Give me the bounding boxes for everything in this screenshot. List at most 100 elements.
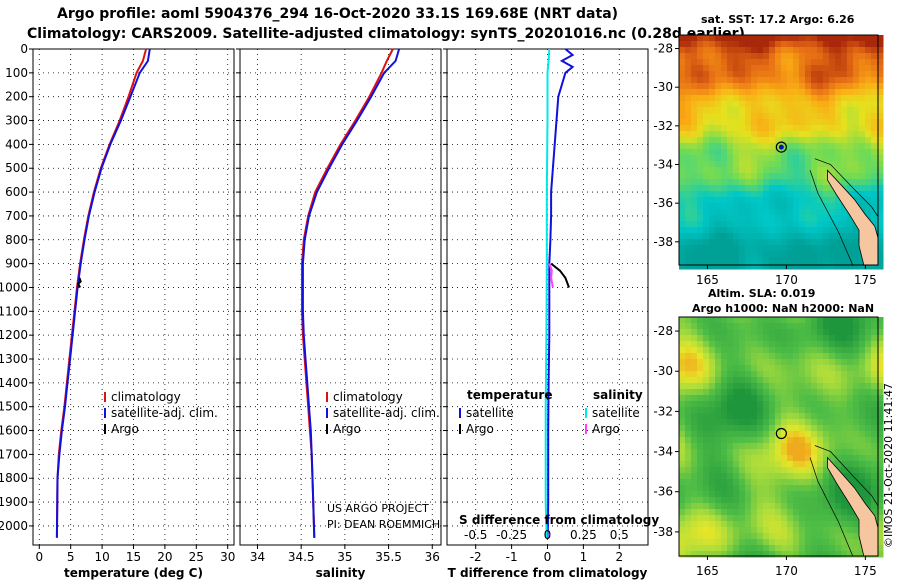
- sla_map-cell: [835, 389, 842, 396]
- sla_map-cell: [697, 497, 704, 504]
- temperature-series-1-line: [55, 48, 151, 538]
- sst_map-cell: [739, 257, 746, 264]
- sla_map-cell: [697, 449, 704, 456]
- sst_map-cell: [793, 83, 800, 90]
- sst_map-cell: [877, 209, 884, 216]
- sst_map-cell: [847, 251, 854, 258]
- sst_map-cell: [859, 179, 866, 186]
- sla_map-cell: [799, 437, 806, 444]
- temperature-tick-label-y: 1000: [0, 280, 28, 294]
- sst_map-cell: [763, 101, 770, 108]
- sla_map-cell: [781, 521, 788, 528]
- sla_map-cell: [793, 317, 800, 324]
- sst_map-cell: [799, 233, 806, 240]
- sst_map-cell: [679, 137, 686, 144]
- sla_map-cell: [847, 335, 854, 342]
- sst_map-cell: [871, 161, 878, 168]
- sla_map-cell: [787, 365, 794, 372]
- sst_map-cell: [781, 203, 788, 210]
- sla_map-cell: [853, 473, 860, 480]
- sla_map-cell: [853, 485, 860, 492]
- sst_map-cell: [817, 71, 824, 78]
- sst_map-cell: [787, 89, 794, 96]
- sst_map-cell: [679, 131, 686, 138]
- sla_map-cell: [757, 323, 764, 330]
- sla_map-cell: [835, 485, 842, 492]
- sst_map-cell: [811, 35, 818, 42]
- sla_map-cell: [829, 359, 836, 366]
- sla_map-cell: [799, 353, 806, 360]
- temperature-tick-label-y: 1400: [0, 376, 28, 390]
- sst_map-cell: [805, 65, 812, 72]
- sst_map-cell: [691, 191, 698, 198]
- sla_map-cell: [745, 371, 752, 378]
- sla_map-cell: [769, 359, 776, 366]
- sst_map-isobath: [814, 158, 879, 217]
- sla_map-cell: [859, 365, 866, 372]
- sst_map-cell: [745, 47, 752, 54]
- sla_map-cell: [853, 395, 860, 402]
- sla_map-cell: [715, 431, 722, 438]
- sla_map-cell: [679, 449, 686, 456]
- sst_map-cell: [805, 257, 812, 264]
- sst_map-cell: [745, 179, 752, 186]
- sst_map-cell: [715, 101, 722, 108]
- sla_map-cell: [691, 419, 698, 426]
- sst_map-cell: [709, 53, 716, 60]
- sst_map-cell: [823, 161, 830, 168]
- salinity-tick-label-x: 35: [337, 550, 352, 564]
- sst_map-cell: [697, 143, 704, 150]
- sst_map-cell: [685, 155, 692, 162]
- sla_map-cell: [805, 347, 812, 354]
- sla_map-cell: [703, 431, 710, 438]
- sst_map-cell: [745, 197, 752, 204]
- sla_map-cell: [691, 335, 698, 342]
- sst_map-cell: [811, 245, 818, 252]
- sst_map-cell: [751, 167, 758, 174]
- sla_map-cell: [703, 401, 710, 408]
- sst_map-cell: [787, 95, 794, 102]
- sst_map-cell: [871, 35, 878, 42]
- sst_map-cell: [817, 251, 824, 258]
- sla_map-cell: [817, 473, 824, 480]
- sla_map-cell: [763, 467, 770, 474]
- sst_map-cell: [727, 215, 734, 222]
- sla_map-cell: [817, 383, 824, 390]
- sst_map-cell: [853, 185, 860, 192]
- sst_map-cell: [823, 65, 830, 72]
- sla_map-cell: [811, 347, 818, 354]
- sst_map-cell: [685, 131, 692, 138]
- sst_map-cell: [799, 215, 806, 222]
- sla_map-cell: [829, 509, 836, 516]
- sla_map-cell: [835, 395, 842, 402]
- sst_map-cell: [763, 47, 770, 54]
- sst_map-cell: [805, 143, 812, 150]
- sst_map-cell: [787, 107, 794, 114]
- sla_map-cell: [859, 317, 866, 324]
- sst_map-cell: [763, 221, 770, 228]
- sla_map-cell: [727, 419, 734, 426]
- sst_map-cell: [691, 233, 698, 240]
- sla_map-cell: [685, 461, 692, 468]
- sla_map-cell: [679, 371, 686, 378]
- sla_map-cell: [805, 341, 812, 348]
- sst_map-cell: [877, 245, 884, 252]
- sla_map-cell: [805, 323, 812, 330]
- sla_map-cell: [751, 551, 758, 558]
- sla_map-cell: [727, 509, 734, 516]
- sla_map-cell: [865, 419, 872, 426]
- sla_map-cell: [745, 317, 752, 324]
- sla_map-cell: [721, 347, 728, 354]
- sst_map-cell: [871, 53, 878, 60]
- sla_map-cell: [739, 473, 746, 480]
- sst_map-cell: [781, 107, 788, 114]
- sla_map-cell: [829, 365, 836, 372]
- sla_map-cell: [865, 443, 872, 450]
- sla_map-cell: [871, 419, 878, 426]
- sst_map-cell: [733, 161, 740, 168]
- sla_map-cell: [733, 479, 740, 486]
- sla_map-cell: [847, 389, 854, 396]
- sst_map-cell: [805, 71, 812, 78]
- sla_map-cell: [685, 389, 692, 396]
- sla_map-cell: [847, 533, 854, 540]
